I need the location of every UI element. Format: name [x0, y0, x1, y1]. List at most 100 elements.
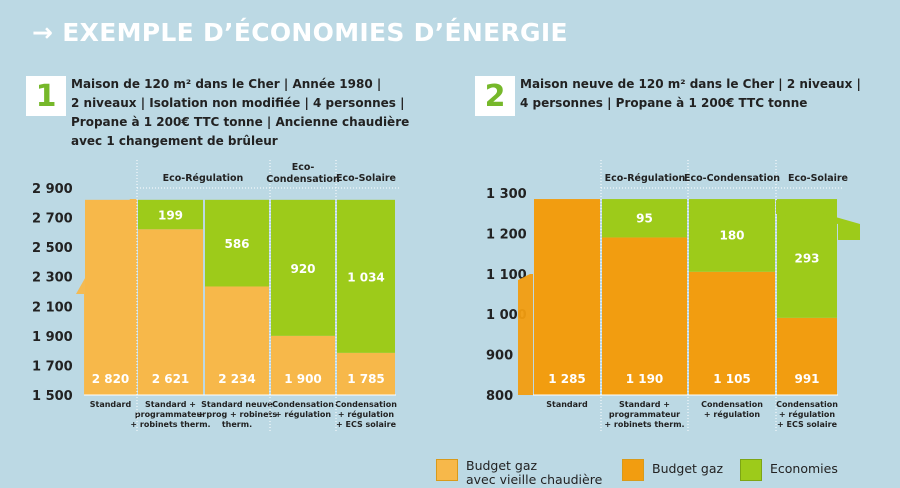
legend-swatch [436, 459, 458, 481]
saving-label: 95 [636, 211, 653, 225]
y-tick-label: 1 000 [486, 308, 527, 323]
category-label: + régulation [704, 409, 760, 419]
group-label: Eco-Condensation [684, 173, 780, 184]
economy-bar [337, 199, 395, 353]
page-title: → EXEMPLE D’ÉCONOMIES D’ÉNERGIE [32, 18, 568, 47]
category-label: + robinets therm. [130, 420, 210, 429]
value-label: 1 285 [548, 372, 586, 386]
category-label: Standard + [619, 400, 670, 409]
y-tick-label: 1 200 [486, 227, 527, 242]
group-label: Eco-Solaire [788, 173, 848, 184]
legend-swatch [622, 459, 644, 481]
legend-swatch [740, 459, 762, 481]
legend-item-budget: Budget gaz [622, 459, 723, 481]
category-label: + prog + robinets [197, 410, 278, 419]
y-tick-label: 2 100 [32, 300, 73, 315]
house-roof [518, 274, 533, 395]
page-title-text: EXEMPLE D’ÉCONOMIES D’ÉNERGIE [62, 18, 568, 47]
legend-item-economies: Economies [740, 459, 838, 481]
case-1-description: Maison de 120 m² dans le Cher | Année 19… [71, 75, 409, 151]
budget-bar [602, 237, 687, 395]
house-eave [776, 200, 860, 240]
budget-bar [337, 352, 395, 395]
y-tick-label: 2 700 [32, 212, 73, 227]
budget-bar [85, 199, 136, 395]
category-label: Condensation [776, 400, 838, 409]
case-2-description: Maison neuve de 120 m² dans le Cher | 2 … [520, 75, 861, 113]
group-label: Eco-Régulation [163, 173, 244, 184]
y-tick-label: 1 500 [32, 389, 73, 404]
y-tick-label: 900 [486, 349, 513, 364]
value-label: 991 [794, 372, 819, 386]
value-label: 1 785 [347, 372, 385, 386]
group-label: Eco- [292, 162, 315, 173]
category-label: Condensation [272, 400, 334, 409]
budget-bar [534, 199, 600, 395]
category-label: Condensation [701, 400, 763, 409]
case-1-line: Propane à 1 200€ TTC tonne | Ancienne ch… [71, 115, 410, 129]
economy-bar [689, 199, 775, 272]
value-label: 2 820 [92, 372, 130, 386]
legend-label: Economies [770, 461, 838, 476]
category-label: therm. [222, 420, 252, 429]
legend-label: Budget gaz [466, 458, 538, 473]
case-2-line: Maison neuve de 120 m² dans le Cher | 2 … [520, 77, 861, 91]
saving-label: 1 034 [347, 270, 385, 284]
saving-label: 293 [794, 251, 819, 265]
category-label: + ECS solaire [777, 420, 838, 429]
category-label: + régulation [338, 409, 394, 419]
value-label: 2 234 [218, 372, 256, 386]
arrow-right-icon: → [32, 18, 54, 47]
case-1-line: 2 niveaux | Isolation non modifiée | 4 p… [71, 96, 405, 110]
value-label: 2 621 [152, 372, 190, 386]
group-label: Eco-Solaire [336, 173, 396, 184]
case-1-badge: 1 [26, 76, 66, 116]
budget-bar [777, 317, 837, 395]
category-label: Standard + [145, 400, 196, 409]
case-1-line: Maison de 120 m² dans le Cher | Année 19… [71, 77, 382, 91]
economy-bar [602, 199, 687, 238]
category-label: + régulation [779, 409, 835, 419]
economy-bar [138, 199, 203, 230]
category-label: + régulation [275, 409, 331, 419]
y-tick-label: 1 700 [32, 359, 73, 374]
value-label: 1 190 [626, 372, 664, 386]
category-label: Standard [546, 400, 588, 409]
economy-bar [205, 199, 269, 287]
y-tick-label: 800 [486, 389, 513, 404]
budget-bar [138, 229, 203, 395]
category-label: Condensation [335, 400, 397, 409]
category-label: programmateur [609, 410, 680, 419]
case-2-badge: 2 [475, 76, 515, 116]
group-label: Eco-Régulation [605, 173, 686, 184]
category-label: Standard neuve [201, 400, 273, 409]
saving-label: 586 [224, 237, 249, 251]
economy-bar [271, 199, 335, 336]
category-label: Standard [90, 400, 132, 409]
group-label: Condensation [266, 174, 340, 185]
legend-label: Budget gaz [652, 461, 724, 476]
saving-label: 180 [719, 228, 744, 242]
legend-item-old-boiler: Budget gaz avec vieille chaudière [436, 459, 602, 487]
y-tick-label: 2 500 [32, 241, 73, 256]
y-tick-label: 2 300 [32, 271, 73, 286]
y-tick-label: 2 900 [32, 182, 73, 197]
budget-bar [205, 286, 269, 395]
y-tick-label: 1 900 [32, 330, 73, 345]
budget-bar [689, 271, 775, 395]
category-label: + ECS solaire [336, 420, 397, 429]
case-2-line: 4 personnes | Propane à 1 200€ TTC tonne [520, 96, 808, 110]
category-label: programmateur [135, 410, 206, 419]
legend-label-2: avec vieille chaudière [466, 472, 603, 487]
value-label: 1 900 [284, 372, 322, 386]
case-1-line: avec 1 changement de brûleur [71, 134, 278, 148]
saving-label: 199 [158, 209, 183, 223]
budget-bar [271, 335, 335, 395]
saving-label: 920 [290, 262, 315, 276]
y-tick-label: 1 100 [486, 268, 527, 283]
category-label: + robinets therm. [604, 420, 684, 429]
value-label: 1 105 [713, 372, 751, 386]
y-tick-label: 1 300 [486, 187, 527, 202]
